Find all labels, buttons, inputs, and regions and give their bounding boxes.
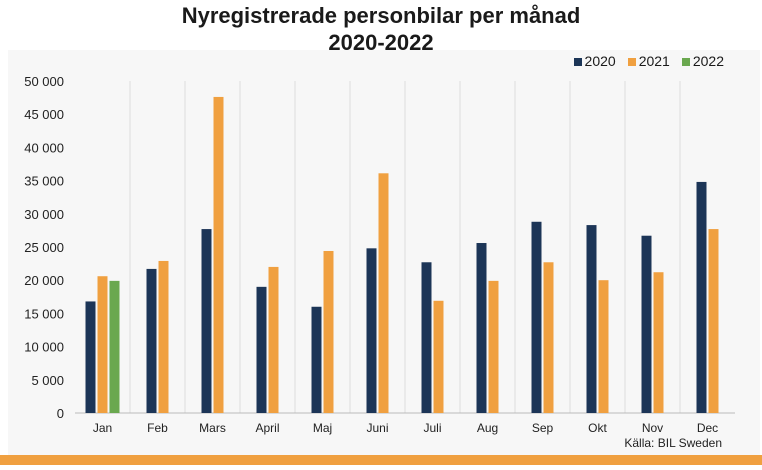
bar-2020-nov	[641, 235, 652, 413]
x-tick-label: April	[255, 421, 279, 435]
y-tick-label: 40 000	[24, 140, 64, 155]
x-tick-label: Juli	[423, 421, 441, 435]
bar-2021-dec	[708, 229, 719, 413]
y-tick-label: 45 000	[24, 107, 64, 122]
x-tick-label: Okt	[588, 421, 607, 435]
bar-2020-juli	[421, 262, 432, 413]
bar-2020-dec	[696, 181, 707, 413]
legend: 2020 2021 2022	[573, 53, 724, 69]
bar-2020-okt	[586, 225, 597, 413]
y-tick-label: 35 000	[24, 174, 64, 189]
bar-2021-okt	[598, 280, 609, 413]
subtitle-line: 2020-2022	[328, 30, 434, 55]
bar-2021-feb	[158, 260, 169, 413]
y-tick-label: 50 000	[24, 74, 64, 89]
bar-2020-april	[256, 286, 267, 413]
x-tick-label: Nov	[642, 421, 663, 435]
title-line: Nyregistrerade personbilar per månad	[181, 3, 581, 28]
bar-2020-jan	[85, 301, 96, 413]
x-tick-label: Aug	[477, 421, 498, 435]
bar-2020-maj	[311, 306, 322, 413]
bottom-stripe	[0, 455, 762, 465]
y-tick-label: 25 000	[24, 240, 64, 255]
y-tick-label: 10 000	[24, 340, 64, 355]
y-tick-label: 20 000	[24, 273, 64, 288]
x-tick-label: Maj	[313, 421, 332, 435]
source-note: Källa: BIL Sweden	[624, 436, 722, 450]
bar-2022-jan	[109, 280, 120, 413]
x-tick-label: Dec	[697, 421, 718, 435]
legend-2021: 2021	[627, 53, 670, 69]
y-tick-label: 15 000	[24, 306, 64, 321]
y-tick-label: 0	[57, 406, 64, 421]
x-tick-label: Feb	[147, 421, 168, 435]
y-tick-label: 30 000	[24, 207, 64, 222]
bar-2020-mars	[201, 229, 212, 413]
x-tick-label: Juni	[366, 421, 388, 435]
y-tick-label: 5 000	[31, 373, 64, 388]
x-tick-label: Jan	[93, 421, 112, 435]
bar-2021-juli	[433, 300, 444, 413]
bar-2021-jan	[97, 276, 108, 413]
bar-2021-juni	[378, 173, 389, 413]
bar-2021-maj	[323, 250, 334, 413]
chart-title: Nyregistrerade personbilar per månad 2020…	[0, 2, 762, 56]
bar-2021-mars	[213, 96, 224, 413]
bar-2020-feb	[146, 268, 157, 413]
bar-2020-juni	[366, 248, 377, 413]
legend-2020: 2020	[573, 53, 616, 69]
x-tick-label: Sep	[532, 421, 554, 435]
bar-2021-nov	[653, 272, 664, 413]
bar-2020-sep	[531, 221, 542, 413]
bar-2021-april	[268, 266, 279, 413]
x-tick-label: Mars	[199, 421, 226, 435]
bar-2021-aug	[488, 280, 499, 413]
bar-2021-sep	[543, 262, 554, 413]
legend-2022: 2022	[681, 53, 724, 69]
bar-2020-aug	[476, 243, 487, 413]
